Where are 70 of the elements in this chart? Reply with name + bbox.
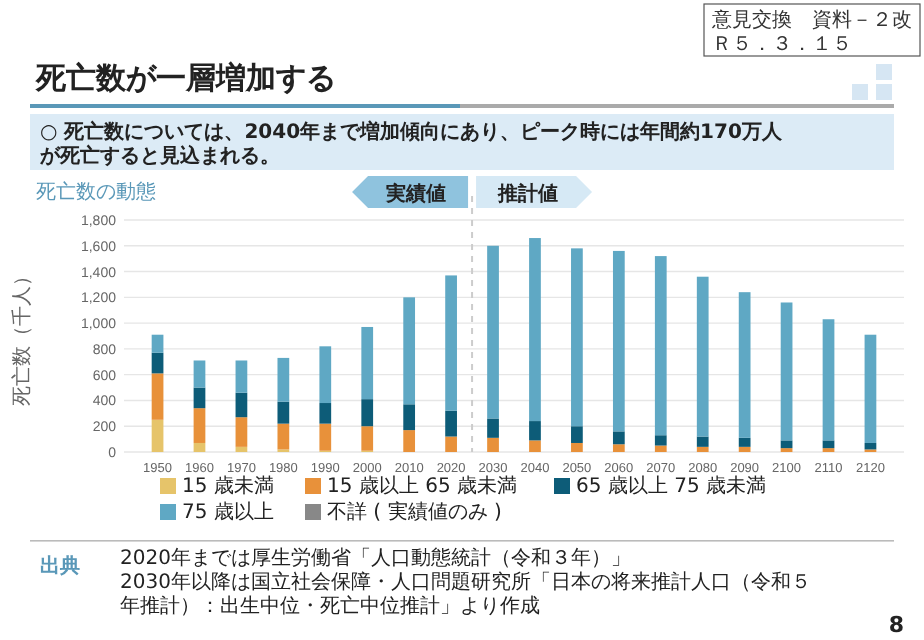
bar [235, 417, 248, 447]
bar [193, 408, 206, 443]
bar [151, 334, 164, 353]
bar [151, 419, 164, 452]
bar [361, 426, 374, 451]
bar [780, 302, 793, 441]
bar [235, 360, 248, 393]
bar [151, 373, 164, 420]
text: 出典 [40, 554, 80, 578]
bar [738, 292, 751, 438]
bar [487, 437, 499, 452]
bar [654, 445, 667, 452]
text: 2030年以降は国立社会保障・人口問題研究所「日本の将来推計人口（令和５年推計）：出生中位・死亡中位推計」より作成 [120, 570, 811, 618]
bar [612, 250, 625, 432]
text: 推計値 [496, 182, 559, 206]
bar [277, 401, 290, 424]
bar [571, 442, 583, 452]
bar [193, 360, 206, 388]
bar [654, 435, 667, 446]
chart-subtitle: ○ 死亡数については、2040年まで増加傾向にあり、ピーク時には年間約170万人が死亡すると見込まれる。 [38, 120, 784, 168]
bar [571, 248, 583, 427]
bar [403, 430, 416, 452]
bar [193, 442, 206, 452]
legend-label: 不詳 ( 実績値のみ ) [327, 500, 502, 524]
text: 2020年までは厚生労働省「人口動態統計（令和３年）」 [120, 546, 631, 570]
legend-label: 65 歳以上 75 歳未満 [576, 474, 766, 498]
bar [319, 346, 332, 404]
bar [696, 446, 709, 452]
bar [361, 399, 374, 427]
bar [403, 404, 416, 431]
y-axis-title: 死亡数（千人） [10, 266, 34, 406]
chart-title: 死亡数が一層増加する [34, 60, 336, 96]
bar [235, 392, 248, 418]
bar [529, 421, 541, 441]
bar [780, 440, 793, 449]
text: Ｒ５．３．１５ [712, 34, 852, 56]
bar [277, 357, 290, 402]
bar [654, 256, 667, 436]
bar [361, 326, 374, 400]
bar [822, 319, 835, 441]
text: 意見交換 資料－２改 [710, 8, 912, 32]
bar [193, 387, 206, 409]
bar [612, 444, 625, 452]
bar [738, 437, 751, 447]
text: 死亡数の動態 [36, 180, 156, 204]
bar [571, 426, 583, 443]
bar [487, 245, 499, 419]
bar [445, 436, 457, 452]
bar [696, 276, 709, 437]
bar [529, 238, 541, 422]
bar [529, 440, 541, 452]
text: 実績値 [384, 182, 447, 206]
bar [738, 446, 751, 452]
text: 8 [888, 612, 904, 638]
bar [403, 297, 416, 405]
bar [696, 436, 709, 447]
legend-label: 15 歳以上 65 歳未満 [327, 474, 517, 498]
bar [319, 403, 332, 424]
bar [445, 410, 457, 437]
bar [151, 352, 164, 374]
legend-label: 75 歳以上 [182, 500, 274, 524]
legend-label: 15 歳未満 [182, 474, 274, 498]
bar [487, 418, 499, 438]
bar [822, 440, 835, 449]
bar [235, 446, 248, 452]
bar [612, 431, 625, 445]
bar [445, 275, 457, 411]
bar [864, 334, 877, 443]
bar [277, 423, 290, 450]
bar [319, 423, 332, 451]
